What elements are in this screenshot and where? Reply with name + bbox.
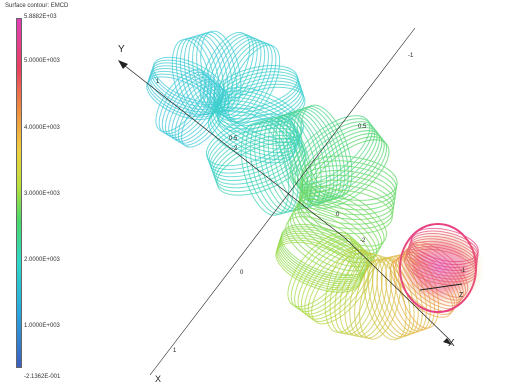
surface-ring bbox=[300, 165, 397, 211]
surface-ring bbox=[298, 179, 395, 225]
surface-ring bbox=[175, 37, 216, 116]
surface-ring bbox=[299, 127, 380, 197]
axis-tick-label: 0 bbox=[240, 270, 244, 276]
surface-ring bbox=[294, 238, 360, 312]
y-axis-arrow bbox=[118, 60, 128, 69]
surface-ring bbox=[240, 122, 290, 216]
surface-ring bbox=[287, 232, 353, 308]
surface-ring bbox=[299, 170, 396, 216]
legend-title: Surface contour: EMCD bbox=[5, 3, 69, 9]
color-scale-max-label: 5.8882E+03 bbox=[24, 14, 57, 20]
y-axis-label: Y bbox=[118, 44, 125, 55]
axis-tick-label: 0 bbox=[336, 212, 340, 218]
surface-ring bbox=[300, 243, 366, 317]
surface-ring bbox=[282, 110, 335, 204]
axis-tick-label: 1 bbox=[156, 79, 160, 85]
surface-ring bbox=[294, 121, 376, 191]
surface-ring bbox=[349, 255, 392, 338]
surface-ring bbox=[363, 259, 407, 341]
surface-ring bbox=[299, 190, 385, 251]
axis-tick-label: -1 bbox=[460, 268, 466, 274]
surface-ring bbox=[292, 118, 373, 188]
z-axis-label: Z bbox=[459, 292, 464, 299]
surface-ring bbox=[289, 115, 371, 185]
surface-ring bbox=[299, 174, 395, 220]
axis-tick-label: -2 bbox=[232, 146, 238, 152]
surface-ring bbox=[290, 207, 375, 268]
axes bbox=[118, 27, 463, 376]
high-value-region bbox=[396, 228, 484, 308]
axis-tick-label: 0.5 bbox=[358, 124, 367, 130]
helix-surface bbox=[146, 30, 479, 341]
color-scale-tick-label: 3.0000E+003 bbox=[24, 191, 60, 197]
surface-ring bbox=[171, 39, 212, 117]
surface-ring bbox=[227, 44, 281, 125]
surface-ring bbox=[304, 133, 385, 203]
color-scale-min-label: -2.1362E-001 bbox=[24, 374, 61, 380]
axis-tick-label: -1 bbox=[408, 53, 414, 59]
axis-tick-label: 0.5 bbox=[229, 136, 238, 142]
surface-ring bbox=[217, 39, 269, 119]
axis-tick-label: -2 bbox=[360, 238, 366, 244]
color-scale-tick-label: 5.0000E+003 bbox=[24, 58, 60, 64]
surface-ring bbox=[245, 121, 294, 215]
x-axis-arrow bbox=[443, 338, 452, 345]
color-scale-tick-label: 4.0000E+003 bbox=[24, 125, 60, 131]
inner-axis-line bbox=[419, 283, 463, 291]
x-axis-line bbox=[149, 27, 416, 376]
x-axis-label: X bbox=[448, 338, 455, 349]
color-scale-tick-label: 1.0000E+003 bbox=[24, 323, 60, 329]
surface-ring bbox=[297, 240, 363, 315]
color-scale-tick-label: 2.0000E+003 bbox=[24, 257, 60, 263]
y-axis-line bbox=[119, 61, 346, 239]
color-scale-bar bbox=[16, 18, 22, 368]
x-axis-label-lower: X bbox=[155, 374, 161, 384]
surface-ring bbox=[196, 31, 238, 113]
surface-ring bbox=[354, 256, 397, 339]
axis-tick-label: 1 bbox=[173, 348, 177, 354]
z-axis-line bbox=[344, 237, 451, 341]
surface-ring bbox=[254, 118, 304, 213]
surface-ring bbox=[278, 112, 331, 205]
